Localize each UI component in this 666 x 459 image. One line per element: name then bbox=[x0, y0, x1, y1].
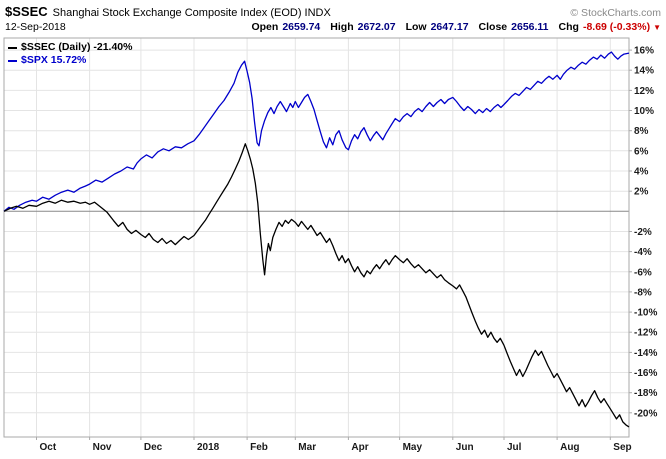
y-axis-label: 6% bbox=[634, 146, 649, 157]
y-axis-label: -16% bbox=[634, 368, 657, 379]
high-quote: High 2672.07 bbox=[330, 21, 395, 33]
chart-title: Shanghai Stock Exchange Composite Index … bbox=[52, 7, 331, 19]
legend-item-ssec: $SSEC (Daily) -21.40% bbox=[8, 41, 132, 54]
chg-down-arrow-icon: ▼ bbox=[653, 23, 661, 32]
y-axis-label: -10% bbox=[634, 308, 657, 319]
y-axis-label: -2% bbox=[634, 227, 652, 238]
plot-border bbox=[3, 37, 630, 438]
series-line-ssec bbox=[3, 143, 630, 428]
x-axis-label: Oct bbox=[40, 442, 57, 453]
stockcharts-copyright-link[interactable]: © StockCharts.com bbox=[570, 7, 661, 19]
close-label: Close bbox=[478, 21, 508, 33]
series-line-spx bbox=[3, 51, 630, 212]
y-axis-label: 10% bbox=[634, 106, 654, 117]
low-label: Low bbox=[405, 21, 427, 33]
chg-value: -8.69 (-0.33%) bbox=[582, 21, 651, 33]
spx-line-swatch bbox=[8, 59, 17, 62]
y-axis-label: 14% bbox=[634, 66, 654, 77]
x-axis-label: Sep bbox=[613, 442, 631, 453]
chart-legend: $SSEC (Daily) -21.40% $SPX 15.72% bbox=[8, 41, 132, 67]
y-axis-label: 8% bbox=[634, 126, 649, 137]
y-axis-label: 16% bbox=[634, 46, 654, 57]
open-label: Open bbox=[251, 21, 279, 33]
x-axis-label: Mar bbox=[298, 442, 316, 453]
y-axis-label: -12% bbox=[634, 328, 657, 339]
high-label: High bbox=[330, 21, 354, 33]
y-axis-label: -14% bbox=[634, 348, 657, 359]
y-axis-label: -20% bbox=[634, 408, 657, 419]
quote-date: 12-Sep-2018 bbox=[5, 21, 66, 33]
legend-item-spx: $SPX 15.72% bbox=[8, 54, 132, 67]
y-axis-label: -18% bbox=[634, 388, 657, 399]
y-axis-label: 12% bbox=[634, 86, 654, 97]
open-value: 2659.74 bbox=[282, 21, 321, 33]
y-axis-label: -8% bbox=[634, 287, 652, 298]
ohlc-quote: Open 2659.74 High 2672.07 Low 2647.17 Close… bbox=[241, 21, 661, 33]
chg-label: Chg bbox=[558, 21, 579, 33]
legend-ssec-label: $SSEC (Daily) -21.40% bbox=[21, 41, 133, 53]
ticker-symbol: $SSEC bbox=[5, 4, 48, 19]
high-value: 2672.07 bbox=[357, 21, 396, 33]
ssec-line-swatch bbox=[8, 46, 17, 49]
y-axis-label: -4% bbox=[634, 247, 652, 258]
x-axis-label: Jul bbox=[507, 442, 522, 453]
y-axis-label: 2% bbox=[634, 187, 649, 198]
y-axis-label: -6% bbox=[634, 267, 652, 278]
low-quote: Low 2647.17 bbox=[406, 21, 469, 33]
legend-spx-label: $SPX 15.72% bbox=[21, 54, 87, 66]
open-quote: Open 2659.74 bbox=[251, 21, 320, 33]
close-quote: Close 2656.11 bbox=[479, 21, 549, 33]
low-value: 2647.17 bbox=[430, 21, 469, 33]
chg-quote: Chg -8.69 (-0.33%) ▼ bbox=[559, 21, 661, 33]
quote-row: 12-Sep-2018 Open 2659.74 High 2672.07 Low 2… bbox=[5, 21, 661, 33]
x-axis-label: Dec bbox=[144, 442, 163, 453]
chart-header: $SSEC Shanghai Stock Exchange Composite … bbox=[5, 4, 661, 19]
x-axis-label: Jun bbox=[456, 442, 474, 453]
x-axis-label: Apr bbox=[351, 442, 368, 453]
x-axis-label: Feb bbox=[250, 442, 268, 453]
y-axis-label: 4% bbox=[634, 167, 649, 178]
close-value: 2656.11 bbox=[511, 21, 549, 33]
x-axis-label: Nov bbox=[93, 442, 112, 453]
x-axis-label: 2018 bbox=[197, 442, 220, 453]
x-axis-label: May bbox=[403, 442, 423, 453]
x-axis-label: Aug bbox=[560, 442, 579, 453]
